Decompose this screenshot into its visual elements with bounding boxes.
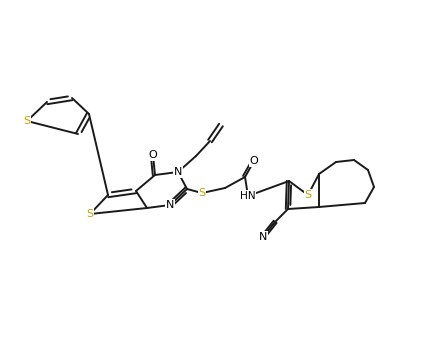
Text: O: O	[149, 150, 158, 160]
Text: N: N	[174, 167, 182, 177]
Text: S: S	[24, 116, 31, 126]
Text: O: O	[250, 156, 259, 166]
Text: S: S	[86, 209, 93, 219]
Text: HN: HN	[240, 191, 256, 201]
Text: N: N	[166, 200, 174, 210]
Text: S: S	[304, 190, 311, 200]
Text: S: S	[198, 188, 206, 198]
Text: N: N	[259, 232, 267, 242]
